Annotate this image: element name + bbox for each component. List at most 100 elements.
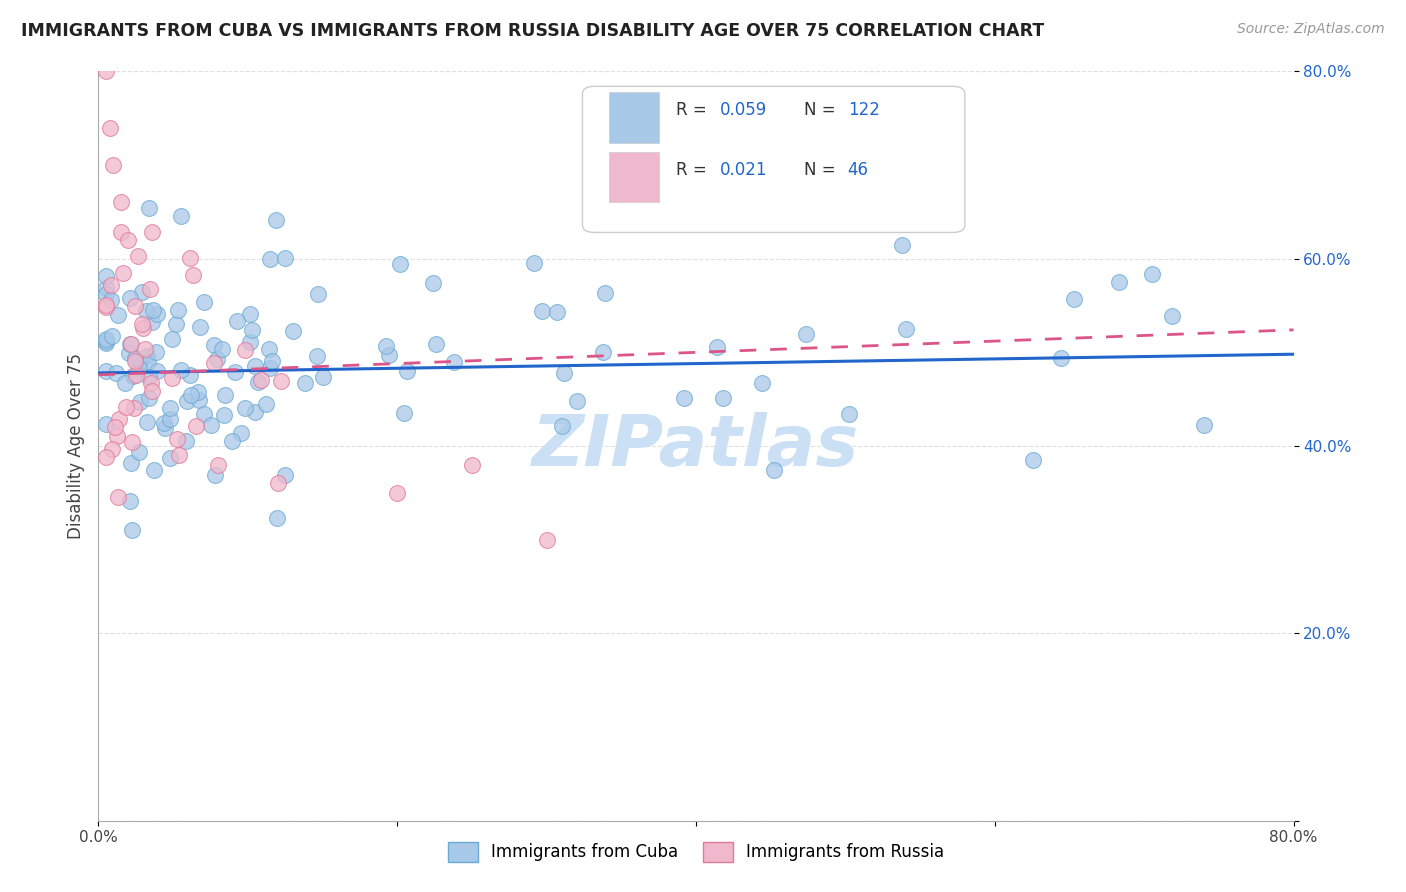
Point xyxy=(193,407,215,421)
Point xyxy=(114,376,136,391)
Point xyxy=(165,317,187,331)
Point xyxy=(536,533,558,547)
Point xyxy=(100,277,122,292)
Point xyxy=(127,249,149,263)
Point xyxy=(713,391,735,405)
Point xyxy=(250,373,273,387)
Point xyxy=(378,347,401,361)
Point xyxy=(1140,267,1163,281)
Point xyxy=(94,281,117,295)
Point xyxy=(267,476,290,491)
Point xyxy=(176,434,198,448)
Point xyxy=(124,299,146,313)
Point xyxy=(530,303,553,318)
Point xyxy=(159,451,181,466)
Point xyxy=(522,256,544,270)
Point xyxy=(422,276,444,290)
Point xyxy=(204,468,226,483)
Point xyxy=(593,285,616,300)
Point xyxy=(124,368,146,383)
Point xyxy=(312,370,335,384)
Point xyxy=(240,323,263,337)
Point xyxy=(894,321,917,335)
Point xyxy=(1108,275,1130,289)
Point xyxy=(159,401,181,415)
Point xyxy=(262,354,284,368)
Point xyxy=(274,252,297,266)
Point xyxy=(131,317,153,331)
Y-axis label: Disability Age Over 75: Disability Age Over 75 xyxy=(66,353,84,539)
Point xyxy=(1161,310,1184,324)
Point xyxy=(103,158,125,172)
Point xyxy=(200,417,222,432)
Point xyxy=(94,332,117,346)
Point xyxy=(257,342,280,356)
Point xyxy=(706,340,728,354)
Point xyxy=(179,368,201,383)
Point xyxy=(138,370,160,384)
Point xyxy=(160,371,183,385)
Point xyxy=(138,201,160,215)
Point xyxy=(551,418,574,433)
Point xyxy=(891,238,914,252)
Point xyxy=(105,429,128,443)
Point xyxy=(141,225,163,239)
FancyBboxPatch shape xyxy=(582,87,965,233)
Text: Source: ZipAtlas.com: Source: ZipAtlas.com xyxy=(1237,22,1385,37)
Point xyxy=(122,401,145,416)
Point xyxy=(138,391,160,405)
Point xyxy=(135,304,157,318)
Point xyxy=(103,420,125,434)
Point xyxy=(108,412,131,426)
Point xyxy=(187,392,209,407)
Point xyxy=(751,376,773,391)
Point xyxy=(166,432,188,446)
Point xyxy=(107,308,129,322)
Point xyxy=(141,384,163,398)
Text: 122: 122 xyxy=(848,102,880,120)
Point xyxy=(117,233,139,247)
Point xyxy=(118,291,141,305)
Point xyxy=(763,462,786,476)
Point xyxy=(233,401,256,416)
Point xyxy=(231,426,253,441)
Point xyxy=(124,351,146,365)
Point xyxy=(124,353,146,368)
Point xyxy=(110,225,132,239)
Point xyxy=(254,397,277,411)
Point xyxy=(100,293,122,307)
Point xyxy=(132,321,155,335)
Point xyxy=(243,359,266,373)
Point xyxy=(180,388,202,402)
Point xyxy=(94,417,117,431)
Point xyxy=(274,468,297,483)
Text: N =: N = xyxy=(804,161,841,179)
Point xyxy=(179,251,201,265)
Bar xyxy=(609,152,659,202)
Point xyxy=(94,300,117,314)
Point xyxy=(794,327,817,342)
Point xyxy=(425,337,447,351)
Point xyxy=(153,416,176,430)
Point xyxy=(139,376,162,391)
Point xyxy=(118,337,141,351)
Point xyxy=(259,252,281,267)
Point xyxy=(212,409,235,423)
Point xyxy=(1192,417,1215,432)
Point xyxy=(121,435,143,450)
Point xyxy=(247,375,270,389)
Point xyxy=(134,342,156,356)
Point xyxy=(153,420,176,434)
Point xyxy=(266,511,288,525)
Text: R =: R = xyxy=(676,102,711,120)
Point xyxy=(94,334,117,349)
Point xyxy=(94,268,117,283)
Point xyxy=(385,486,409,500)
Point xyxy=(145,345,167,359)
Point xyxy=(243,405,266,419)
Point xyxy=(461,458,484,472)
Point xyxy=(110,195,132,210)
Point xyxy=(114,400,136,414)
Text: ZIPatlas: ZIPatlas xyxy=(533,411,859,481)
Point xyxy=(146,364,169,378)
